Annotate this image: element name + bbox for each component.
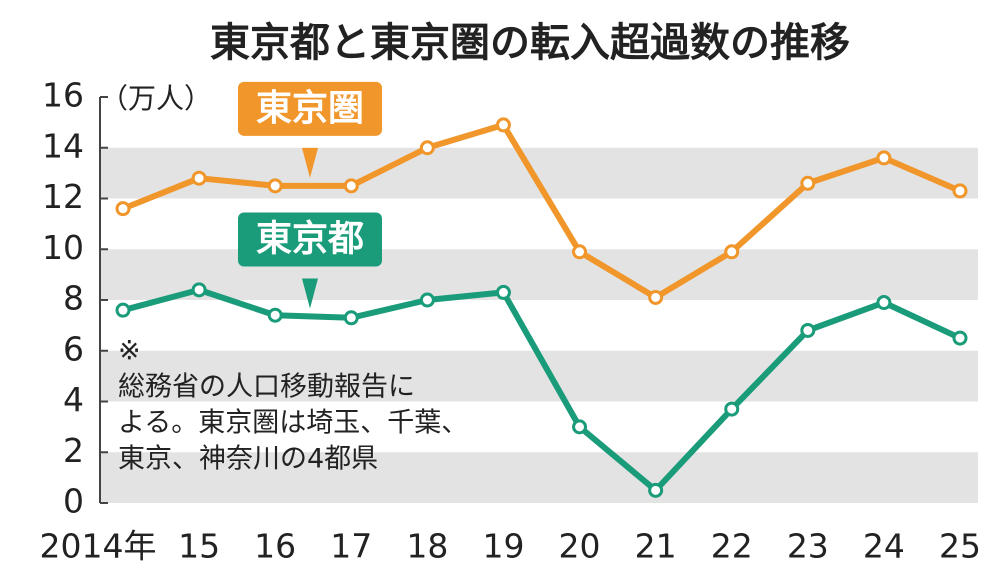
note: よる。東京圏は埼玉、千葉、 (118, 408, 468, 439)
label-box (238, 212, 382, 267)
x-tick-label: 18 (406, 527, 448, 566)
point (572, 244, 588, 260)
point (115, 201, 131, 217)
series-line (121, 121, 962, 301)
point (191, 282, 207, 298)
series-line (122, 286, 962, 494)
y-tick-label: 2 (63, 431, 84, 470)
y-tick-label: 14 (42, 126, 84, 165)
point (267, 178, 283, 194)
legend-label: 東京都 (256, 217, 364, 259)
grid-band (100, 249, 978, 300)
point (419, 292, 435, 308)
point (648, 482, 664, 498)
point (343, 178, 359, 194)
point (952, 330, 968, 346)
label-pointer (302, 278, 318, 309)
point (495, 284, 511, 300)
point (495, 117, 511, 133)
x-tick-label: 24 (863, 527, 905, 566)
x-tick-label: 21 (635, 527, 677, 566)
point (876, 150, 892, 166)
point (343, 310, 359, 326)
x-tick-label: 20 (559, 527, 601, 566)
x-tick-label: 17 (330, 527, 372, 566)
point (191, 170, 207, 186)
point (952, 183, 968, 199)
y-tick-label: 0 (63, 482, 84, 521)
point (724, 401, 740, 417)
y-tick-label: 10 (42, 228, 84, 267)
y-tick-label: 6 (63, 329, 84, 368)
label-pointer (302, 147, 318, 178)
point (419, 140, 435, 156)
legend-label: 東京圏 (256, 87, 364, 129)
point (724, 244, 740, 260)
label-box (238, 81, 382, 136)
x-tick-label: 15 (178, 527, 220, 566)
point (800, 322, 816, 338)
point (572, 419, 588, 435)
chart-title: 東京都と東京圏の転入超過数の推移 (210, 20, 850, 66)
x-tick-label: 19 (482, 527, 524, 566)
note: ※ (118, 336, 141, 367)
point (267, 307, 283, 323)
x-tick-label: 23 (787, 527, 829, 566)
plot-background (100, 147, 978, 503)
x-tick-label: 25 (939, 527, 981, 566)
grid-band (100, 452, 978, 503)
note: 東京、神奈川の4都県 (118, 444, 378, 475)
point (876, 295, 892, 311)
y-tick-label: 12 (42, 177, 84, 216)
y-tick-label: 8 (63, 279, 84, 318)
point (648, 289, 664, 305)
y-tick-label: 16 (42, 76, 84, 115)
point (800, 175, 816, 191)
x-tick-label: 2014年 (40, 527, 157, 566)
x-tick-label: 16 (254, 527, 296, 566)
point (115, 302, 131, 318)
y-unit: （万人） (100, 82, 212, 115)
x-tick-label: 22 (711, 527, 753, 566)
note: 総務省の人口移動報告に (118, 372, 415, 403)
y-tick-label: 4 (63, 380, 84, 419)
